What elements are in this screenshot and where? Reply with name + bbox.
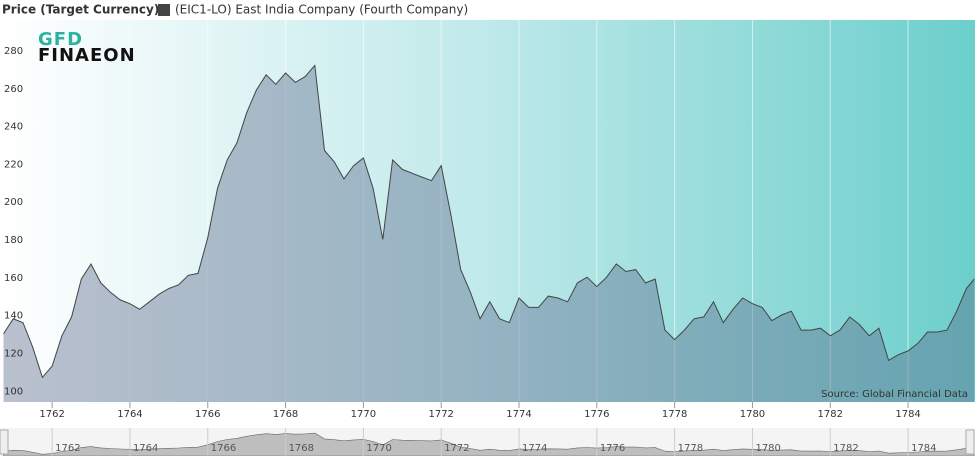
navigator-tick-label: 1776 <box>600 443 625 454</box>
legend-swatch <box>158 4 170 16</box>
y-tick-label: 120 <box>4 349 23 360</box>
y-tick-label: 200 <box>4 197 23 208</box>
navigator-handle[interactable] <box>965 429 975 455</box>
source-note: Source: Global Financial Data <box>821 389 968 400</box>
y-tick-label: 180 <box>4 235 23 246</box>
x-tick-label: 1770 <box>351 409 376 420</box>
y-axis-label: Price (Target Currency) <box>2 3 159 17</box>
area-fill <box>3 65 975 403</box>
x-tick-label: 1774 <box>506 409 531 420</box>
y-tick-label: 220 <box>4 159 23 170</box>
navigator-tick-label: 1770 <box>366 443 391 454</box>
navigator-tick-label: 1784 <box>911 443 936 454</box>
navigator-tick-label: 1774 <box>522 443 547 454</box>
x-tick-label: 1776 <box>584 409 609 420</box>
legend-label[interactable]: (EIC1-LO) East India Company (Fourth Com… <box>175 3 468 17</box>
x-tick-label: 1762 <box>39 409 64 420</box>
navigator-tick-label: 1780 <box>755 443 780 454</box>
x-tick-label: 1772 <box>428 409 453 420</box>
x-tick-label: 1780 <box>740 409 765 420</box>
y-tick-label: 100 <box>4 386 23 397</box>
navigator-handle[interactable] <box>0 429 9 455</box>
y-tick-label: 240 <box>4 122 23 133</box>
navigator-tick-label: 1782 <box>833 443 858 454</box>
navigator-tick-label: 1764 <box>133 443 158 454</box>
y-tick-label: 280 <box>4 46 23 57</box>
series-line <box>3 64 975 379</box>
navigator-tick-label: 1772 <box>444 443 469 454</box>
x-tick-label: 1784 <box>895 409 920 420</box>
x-tick-label: 1768 <box>273 409 298 420</box>
logo-bottom: FINAEON <box>38 45 136 66</box>
navigator-tick-label: 1766 <box>211 443 236 454</box>
plot-background <box>0 20 975 402</box>
navigator-tick-label: 1778 <box>678 443 703 454</box>
x-tick-label: 1782 <box>818 409 843 420</box>
navigator-tick-label: 1768 <box>289 443 314 454</box>
navigator-tick-label: 1762 <box>55 443 80 454</box>
x-tick-label: 1778 <box>662 409 687 420</box>
y-tick-label: 140 <box>4 311 23 322</box>
y-tick-label: 160 <box>4 273 23 284</box>
logo-top: GFD <box>38 29 83 50</box>
x-tick-label: 1766 <box>195 409 220 420</box>
y-tick-label: 260 <box>4 84 23 95</box>
x-tick-label: 1764 <box>117 409 142 420</box>
navigator-series <box>3 432 975 456</box>
